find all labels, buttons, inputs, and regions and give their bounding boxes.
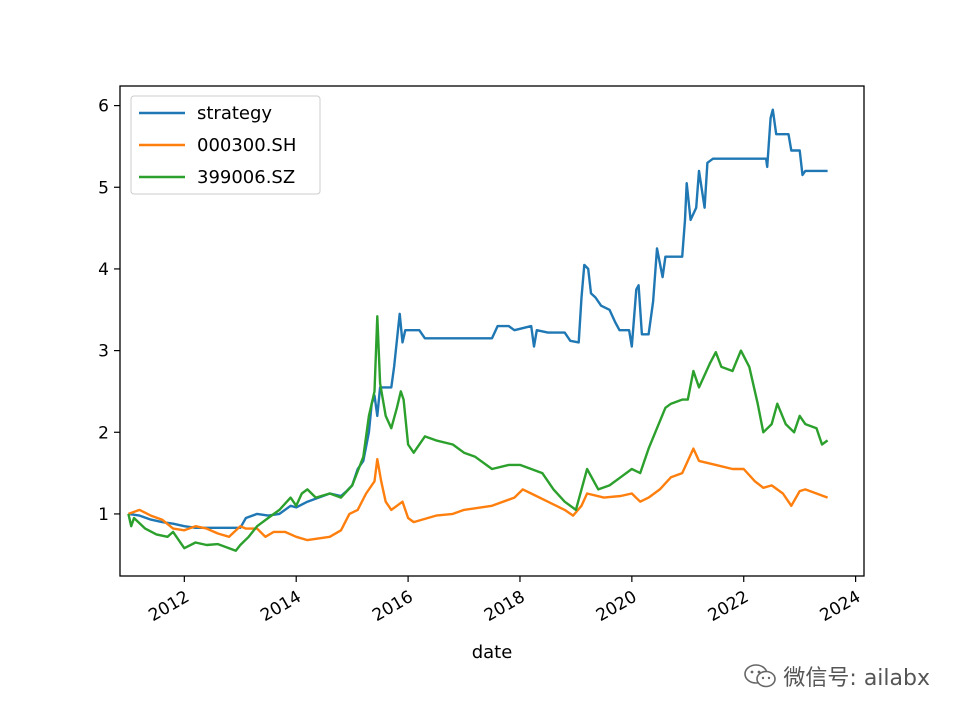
y-tick-label: 4	[98, 260, 109, 280]
y-tick-label: 3	[98, 342, 109, 362]
wechat-icon	[744, 664, 777, 688]
x-tick-label: 2016	[369, 587, 416, 626]
plot-frame	[119, 85, 865, 577]
y-axis: 1 2 3 4 5 6	[98, 97, 120, 525]
x-tick-label: 2018	[481, 587, 528, 626]
legend-label-strategy: strategy	[197, 103, 272, 124]
legend-box	[130, 95, 321, 195]
legend-label-399006-sz: 399006.SZ	[197, 167, 295, 188]
y-tick-label: 1	[98, 505, 109, 525]
x-tick-label: 2024	[817, 587, 864, 626]
y-tick-label: 6	[98, 97, 109, 117]
legend-label-000300-sh: 000300.SH	[197, 135, 296, 156]
x-tick-label: 2012	[145, 587, 192, 626]
x-tick-label: 2014	[257, 587, 304, 626]
series-line-strategy	[128, 108, 828, 529]
watermark: 微信号: ailabx	[743, 660, 930, 692]
series-lines	[127, 108, 829, 552]
y-tick-label: 5	[98, 178, 109, 198]
watermark-text: 微信号: ailabx	[783, 666, 930, 691]
x-axis: 2012 2014 2016 2018 2020 2022 2024	[145, 576, 864, 626]
x-axis-label: date	[472, 642, 513, 663]
legend: strategy 000300.SH 399006.SZ	[130, 95, 321, 195]
x-tick-label: 2020	[593, 587, 640, 626]
y-tick-label: 2	[98, 423, 109, 443]
series-line-000300-sh	[127, 447, 829, 542]
x-tick-label: 2022	[705, 587, 752, 626]
series-line-399006-sz	[127, 315, 829, 552]
